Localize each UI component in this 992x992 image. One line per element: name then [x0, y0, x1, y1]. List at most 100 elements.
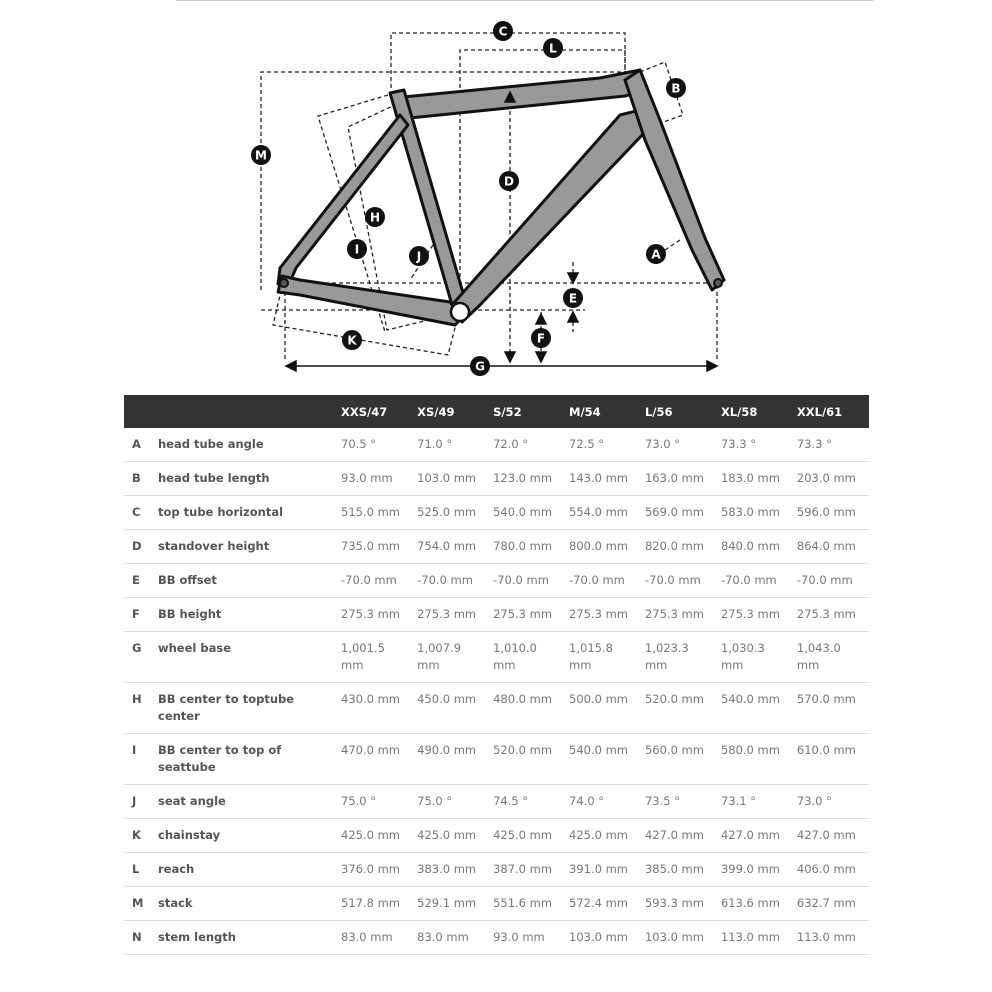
row-value: 275.3 mm — [337, 597, 414, 632]
marker-label: L — [549, 42, 557, 56]
marker-f: F — [531, 328, 551, 348]
row-name: chainstay — [154, 818, 337, 853]
row-name: BB height — [154, 597, 337, 632]
row-value: 73.3 ° — [792, 428, 869, 462]
marker-label: F — [537, 332, 545, 346]
marker-k: K — [342, 330, 362, 350]
marker-j: J — [409, 246, 429, 266]
row-value: 83.0 mm — [413, 920, 490, 955]
marker-a: A — [646, 244, 666, 264]
dim-line-l — [459, 49, 626, 305]
marker-l: L — [543, 38, 563, 58]
row-value: 93.0 mm — [489, 920, 566, 955]
bike-frame — [276, 68, 726, 327]
row-key: L — [124, 852, 154, 887]
row-name: seat angle — [154, 784, 337, 819]
marker-circle — [347, 239, 367, 259]
row-value: 1,001.5 mm — [337, 631, 414, 683]
row-value: 163.0 mm — [640, 461, 717, 496]
bottom-bracket — [449, 301, 471, 323]
row-value: 569.0 mm — [640, 495, 717, 530]
down-tube — [450, 108, 647, 324]
row-value: 554.0 mm — [565, 495, 641, 530]
row-value: -70.0 mm — [640, 563, 717, 598]
dim-line-h — [347, 103, 446, 331]
arrow-down-icon — [566, 272, 580, 285]
row-value: 74.5 ° — [489, 784, 566, 819]
row-value: 1,007.9 mm — [413, 631, 490, 683]
marker-circle — [493, 21, 513, 41]
row-value: 864.0 mm — [792, 529, 869, 564]
row-key: I — [124, 733, 154, 785]
row-value: 570.0 mm — [792, 682, 869, 734]
row-value: 840.0 mm — [716, 529, 793, 564]
row-value: 610.0 mm — [792, 733, 869, 785]
row-value: 780.0 mm — [489, 529, 566, 564]
row-value: 73.5 ° — [640, 784, 717, 819]
row-value: -70.0 mm — [792, 563, 869, 598]
table-row: H BB center to toptube center 430.0 mm 450.… — [124, 682, 869, 734]
row-value: 383.0 mm — [413, 852, 490, 887]
marker-circle — [251, 145, 271, 165]
row-value: 613.6 mm — [716, 886, 793, 921]
row-key: G — [124, 631, 154, 683]
arrow-up-icon — [566, 310, 580, 323]
row-value: 551.6 mm — [489, 886, 566, 921]
row-value: 425.0 mm — [337, 818, 414, 853]
row-name: top tube horizontal — [154, 495, 337, 530]
row-value: 515.0 mm — [337, 495, 414, 530]
row-value: 275.3 mm — [640, 597, 717, 632]
row-value: 500.0 mm — [565, 682, 641, 734]
row-value: 430.0 mm — [337, 682, 414, 734]
row-key: C — [124, 495, 154, 530]
header-name — [154, 395, 337, 428]
row-value: -70.0 mm — [565, 563, 641, 598]
row-name: BB center to toptube center — [154, 682, 337, 734]
row-name: stem length — [154, 920, 337, 955]
marker-circle — [666, 78, 686, 98]
row-value: 72.5 ° — [565, 428, 641, 462]
row-value: 525.0 mm — [413, 495, 490, 530]
row-value: 425.0 mm — [413, 818, 490, 853]
row-value: 450.0 mm — [413, 682, 490, 734]
row-value: 572.4 mm — [565, 886, 641, 921]
row-value: 83.0 mm — [337, 920, 414, 955]
row-value: 1,030.3 mm — [716, 631, 793, 683]
row-value: 399.0 mm — [716, 852, 793, 887]
row-value: 490.0 mm — [413, 733, 490, 785]
marker-g: G — [470, 356, 490, 376]
row-value: 480.0 mm — [489, 682, 566, 734]
row-value: 391.0 mm — [565, 852, 641, 887]
row-value: 425.0 mm — [565, 818, 641, 853]
row-value: 1,015.8 mm — [565, 631, 641, 683]
row-value: 517.8 mm — [337, 886, 414, 921]
dim-line-k — [272, 282, 458, 356]
marker-h: H — [365, 207, 385, 227]
arrow-right-icon — [706, 359, 719, 373]
row-key: D — [124, 529, 154, 564]
row-name: reach — [154, 852, 337, 887]
row-value: 406.0 mm — [792, 852, 869, 887]
row-value: 113.0 mm — [792, 920, 869, 955]
size-header: XS/49 — [417, 404, 455, 419]
marker-label: C — [499, 25, 508, 39]
marker-label: B — [671, 82, 680, 96]
row-key: E — [124, 563, 154, 598]
row-value: 73.0 ° — [792, 784, 869, 819]
marker-e: E — [563, 288, 583, 308]
row-value: 583.0 mm — [716, 495, 793, 530]
row-value: 1,010.0 mm — [489, 631, 566, 683]
size-header: XXL/61 — [796, 404, 843, 419]
marker-label: I — [355, 243, 359, 257]
row-value: 1,043.0 mm — [792, 631, 869, 683]
table-row: F BB height 275.3 mm 275.3 mm 275.3 mm 275.3 … — [124, 597, 869, 632]
marker-label: A — [651, 248, 661, 262]
row-value: 74.0 ° — [565, 784, 641, 819]
